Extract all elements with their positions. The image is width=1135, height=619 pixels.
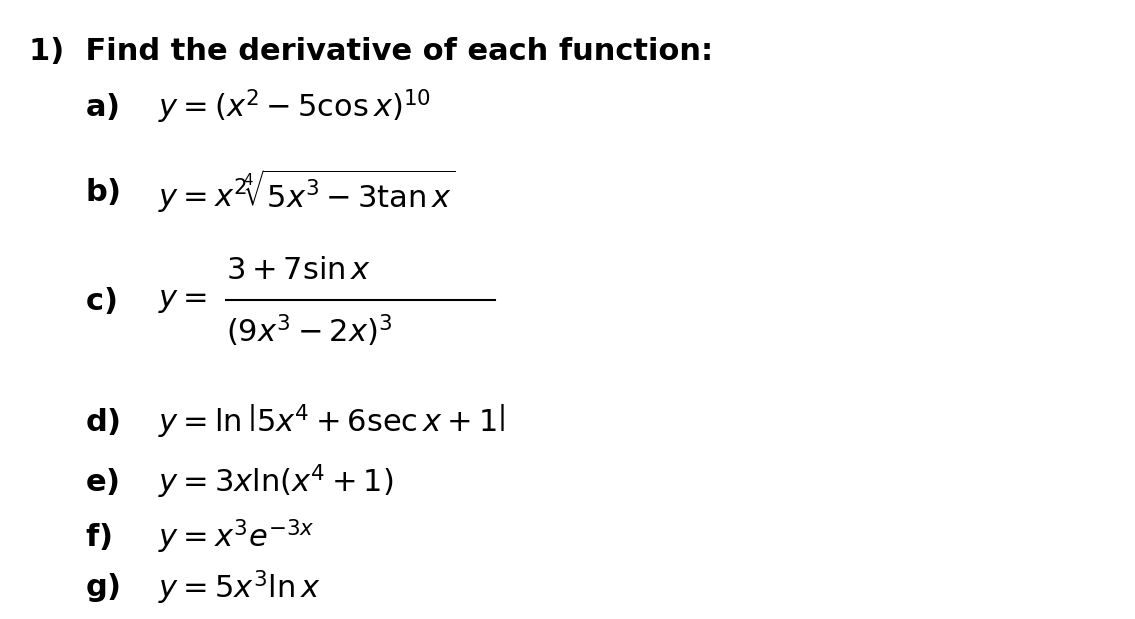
Text: $y = x^{2}\!\sqrt[4]{5x^3 - 3\tan x}$: $y = x^{2}\!\sqrt[4]{5x^3 - 3\tan x}$ bbox=[158, 168, 456, 215]
Text: $\bf{b)}$: $\bf{b)}$ bbox=[85, 176, 120, 207]
Text: $y = 5x^3 \ln x$: $y = 5x^3 \ln x$ bbox=[158, 568, 321, 607]
Text: $y = x^3 e^{-3x}$: $y = x^3 e^{-3x}$ bbox=[158, 517, 314, 555]
Text: $y = $: $y = $ bbox=[158, 286, 208, 315]
Text: $3 + 7\sin x$: $3 + 7\sin x$ bbox=[226, 256, 371, 285]
Text: $y = \ln\left|5x^4 + 6\sec x + 1\right|$: $y = \ln\left|5x^4 + 6\sec x + 1\right|$ bbox=[158, 402, 505, 441]
Text: $\bf{g)}$: $\bf{g)}$ bbox=[85, 571, 120, 604]
Text: $(9x^3 - 2x)^3$: $(9x^3 - 2x)^3$ bbox=[226, 313, 392, 349]
Text: $y = 3x\ln(x^4 + 1)$: $y = 3x\ln(x^4 + 1)$ bbox=[158, 462, 394, 501]
Text: $\bf{c)}$: $\bf{c)}$ bbox=[85, 285, 117, 316]
Text: $\bf{d)}$: $\bf{d)}$ bbox=[85, 406, 120, 437]
Text: $\bf{e)}$: $\bf{e)}$ bbox=[85, 466, 119, 497]
Text: $\bf{f)}$: $\bf{f)}$ bbox=[85, 521, 112, 552]
Text: $y = (x^2 - 5\cos x)^{10}$: $y = (x^2 - 5\cos x)^{10}$ bbox=[158, 87, 431, 126]
Text: $\bf{a)}$: $\bf{a)}$ bbox=[85, 91, 119, 123]
Text: 1)  Find the derivative of each function:: 1) Find the derivative of each function: bbox=[30, 37, 714, 66]
